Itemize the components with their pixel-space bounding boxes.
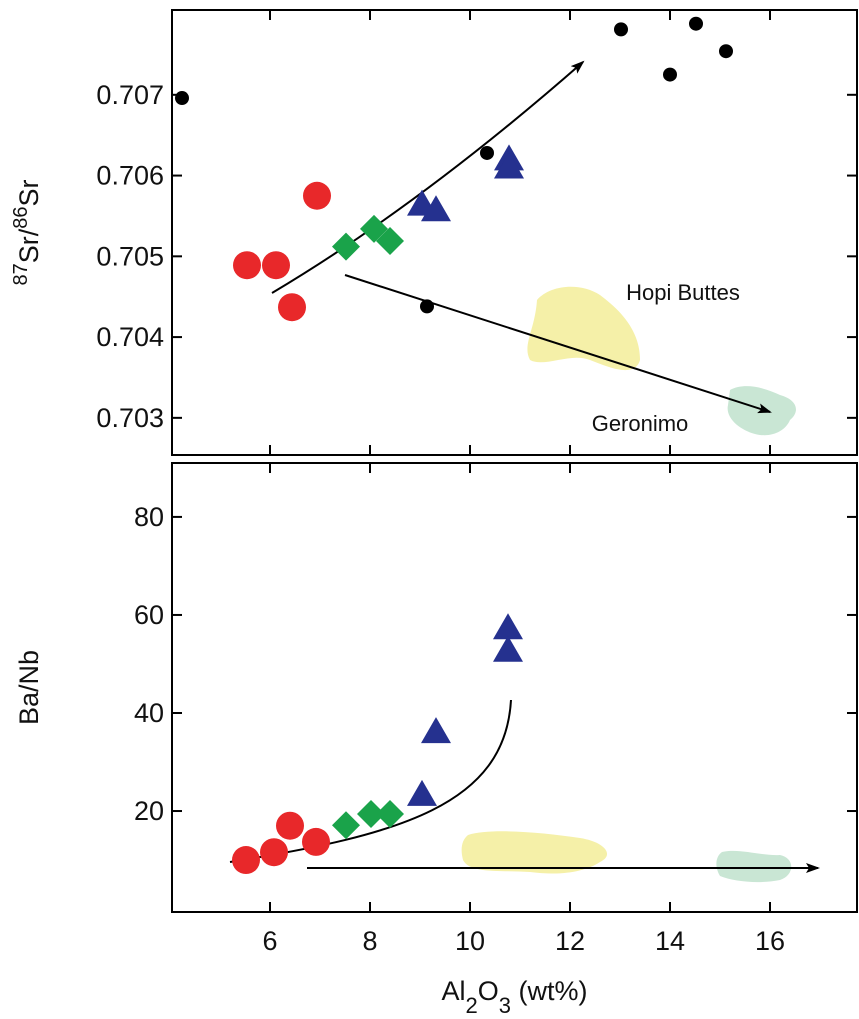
y-tick-label: 40 <box>134 698 164 728</box>
y-axis-label: Ba/Nb <box>14 650 44 725</box>
point <box>376 226 404 255</box>
trend-arrow <box>271 60 585 294</box>
y-tick-label: 0.706 <box>96 161 164 191</box>
point <box>663 67 677 82</box>
point <box>614 22 628 37</box>
point <box>262 251 290 280</box>
y-axis-label-part: 86 <box>10 206 32 228</box>
point <box>233 251 261 280</box>
y-axis-label-part: 87 <box>10 263 32 285</box>
point <box>357 799 385 828</box>
point <box>407 779 437 806</box>
point <box>360 214 388 243</box>
point <box>260 838 288 867</box>
point <box>175 91 189 106</box>
x-axis-label-part: O <box>478 976 499 1006</box>
plot-frame <box>171 9 858 456</box>
point <box>232 846 260 875</box>
point <box>493 635 523 662</box>
hopi-field <box>461 831 608 874</box>
y-tick-label: 0.705 <box>96 241 164 271</box>
y-tick-label: 0.707 <box>96 80 164 110</box>
point <box>303 181 331 210</box>
x-axis-label-part: 2 <box>466 993 478 1018</box>
point <box>420 299 434 314</box>
point <box>689 16 703 31</box>
point <box>376 799 404 828</box>
y-tick-label: 0.703 <box>96 403 164 433</box>
x-axis-label-part: Al <box>441 976 465 1006</box>
geronimo-field <box>716 850 792 883</box>
x-axis-label: Al2O3 (wt%) <box>441 976 587 1018</box>
point <box>276 811 304 840</box>
point <box>278 293 306 322</box>
x-axis-label-part: 3 <box>499 993 511 1018</box>
y-tick-label: 20 <box>134 796 164 826</box>
point <box>493 613 523 640</box>
y-axis-label-part: Ba/Nb <box>14 650 44 725</box>
x-tick-label: 8 <box>362 926 377 956</box>
y-axis-label-part: Sr/ <box>14 228 44 263</box>
y-axis-label: 87Sr/86Sr <box>10 179 44 285</box>
y-tick-label: 80 <box>134 502 164 532</box>
x-tick-label: 16 <box>755 926 785 956</box>
point <box>332 811 360 840</box>
x-tick-label: 12 <box>555 926 585 956</box>
trend-curve <box>229 699 512 863</box>
point <box>494 152 524 179</box>
hopi-field <box>527 286 640 371</box>
y-axis-label-part: Sr <box>14 179 44 206</box>
point <box>332 232 360 261</box>
annotation: Geronimo <box>592 411 689 436</box>
point <box>421 717 451 744</box>
point <box>302 827 330 856</box>
x-tick-label: 14 <box>655 926 685 956</box>
x-axis-label-part: (wt%) <box>511 976 588 1006</box>
plot-frame <box>171 462 858 913</box>
trend-arrow <box>344 274 772 414</box>
annotation: Hopi Buttes <box>626 280 740 305</box>
x-tick-label: 6 <box>262 926 277 956</box>
point <box>421 195 451 222</box>
point <box>480 145 494 160</box>
x-tick-label: 10 <box>455 926 485 956</box>
y-tick-label: 60 <box>134 600 164 630</box>
y-tick-label: 0.704 <box>96 322 164 352</box>
point <box>719 44 733 59</box>
geronimo-field <box>727 386 796 436</box>
